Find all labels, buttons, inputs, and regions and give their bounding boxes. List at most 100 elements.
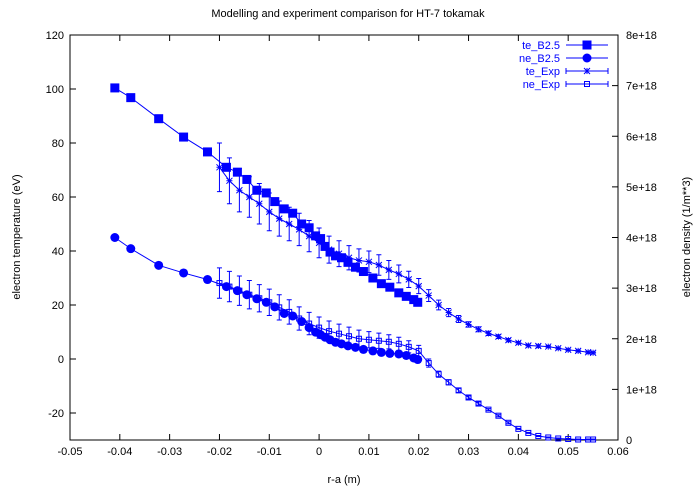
data-point xyxy=(505,336,512,344)
error-bar xyxy=(466,395,472,400)
y2-tick-label: 2e+18 xyxy=(626,334,657,346)
error-bar xyxy=(575,438,581,441)
legend-label: ne_B2.5 xyxy=(519,53,560,65)
data-point xyxy=(368,273,378,283)
error-bar xyxy=(246,280,252,310)
data-point xyxy=(305,232,313,240)
data-point xyxy=(435,371,442,378)
data-point xyxy=(270,197,280,207)
chart-title: Modelling and experiment comparison for … xyxy=(211,8,485,20)
x-tick-label: -0.03 xyxy=(157,446,182,458)
data-point xyxy=(401,291,411,301)
y-tick-label: -20 xyxy=(48,408,64,420)
plot-area xyxy=(110,83,597,443)
y-tick-label: 40 xyxy=(52,246,64,258)
data-point xyxy=(425,360,432,367)
data-point xyxy=(485,406,492,413)
data-point xyxy=(179,132,189,142)
data-point xyxy=(343,341,353,351)
error-bar xyxy=(416,344,422,357)
data-point xyxy=(316,234,326,244)
error-bar xyxy=(476,401,482,406)
data-point xyxy=(350,342,360,352)
data-point xyxy=(534,342,542,350)
data-point xyxy=(544,343,552,350)
data-point xyxy=(325,246,333,254)
data-point xyxy=(345,333,352,340)
data-point xyxy=(288,311,298,321)
data-point xyxy=(455,315,462,323)
y2-axis-label: electron density (1/m**3) xyxy=(681,177,693,297)
data-point xyxy=(395,270,403,278)
data-point xyxy=(242,174,252,184)
legend-errorbar xyxy=(565,81,609,87)
data-point xyxy=(226,177,233,185)
data-point xyxy=(365,336,372,343)
legend-marker xyxy=(582,40,592,50)
error-bar xyxy=(286,299,292,325)
data-point xyxy=(350,262,360,272)
x-axis-label: r-a (m) xyxy=(328,474,361,486)
x-tick-label: -0.01 xyxy=(257,446,282,458)
data-point xyxy=(279,204,289,214)
error-bar xyxy=(306,311,312,336)
data-point xyxy=(286,308,293,315)
y-tick-label: 120 xyxy=(46,30,64,42)
data-point xyxy=(415,347,422,354)
series-line xyxy=(219,167,594,354)
data-point xyxy=(202,147,212,157)
data-point xyxy=(345,254,353,262)
data-point xyxy=(216,163,223,171)
error-bar xyxy=(485,408,491,412)
data-point xyxy=(236,287,243,294)
data-point xyxy=(255,200,263,208)
error-bar xyxy=(356,329,362,348)
x-tick-label: 0 xyxy=(316,446,322,458)
data-point xyxy=(394,349,404,359)
series-ne-exp xyxy=(216,267,597,443)
x-tick-label: 0.02 xyxy=(408,446,429,458)
data-point xyxy=(475,325,482,333)
data-point xyxy=(555,435,562,442)
data-point xyxy=(590,436,597,443)
data-point xyxy=(375,337,382,344)
x-tick-label: 0.01 xyxy=(358,446,379,458)
y-axis-ticks: -20 0 20 40 60 80 100 120 xyxy=(46,30,76,420)
series-ne-b2-5 xyxy=(110,233,423,365)
x-axis-ticks: -0.05 -0.04 -0.03 -0.02 -0.01 0 0.01 0.02 0.03 0.… xyxy=(57,35,629,458)
data-point xyxy=(126,93,136,103)
data-point xyxy=(306,320,313,327)
data-point xyxy=(385,266,393,274)
data-point xyxy=(245,193,253,201)
data-point xyxy=(335,250,343,258)
data-point xyxy=(276,304,283,311)
data-point xyxy=(343,257,353,267)
data-point xyxy=(575,436,582,443)
x-tick-label: 0.06 xyxy=(607,446,628,458)
y2-tick-label: 4e+18 xyxy=(626,233,657,245)
data-point xyxy=(485,329,492,337)
legend-marker xyxy=(583,67,591,75)
error-bar xyxy=(590,438,596,441)
data-point xyxy=(368,346,378,356)
data-point xyxy=(154,260,164,270)
error-bar xyxy=(505,421,511,425)
data-point xyxy=(385,348,395,358)
x-tick-label: 0.03 xyxy=(458,446,479,458)
data-point xyxy=(275,215,283,222)
x-tick-label: 0.05 xyxy=(557,446,578,458)
data-point xyxy=(554,344,562,352)
data-point xyxy=(252,185,262,195)
data-point xyxy=(495,333,502,340)
error-bar xyxy=(336,323,342,344)
data-point xyxy=(376,279,386,289)
data-point xyxy=(325,247,335,257)
error-bar xyxy=(545,436,551,439)
data-point xyxy=(288,208,298,218)
series-te-exp xyxy=(216,142,597,357)
error-bar xyxy=(386,334,392,350)
data-point xyxy=(236,186,243,194)
error-bar xyxy=(525,431,531,434)
y2-tick-label: 0 xyxy=(626,435,632,447)
